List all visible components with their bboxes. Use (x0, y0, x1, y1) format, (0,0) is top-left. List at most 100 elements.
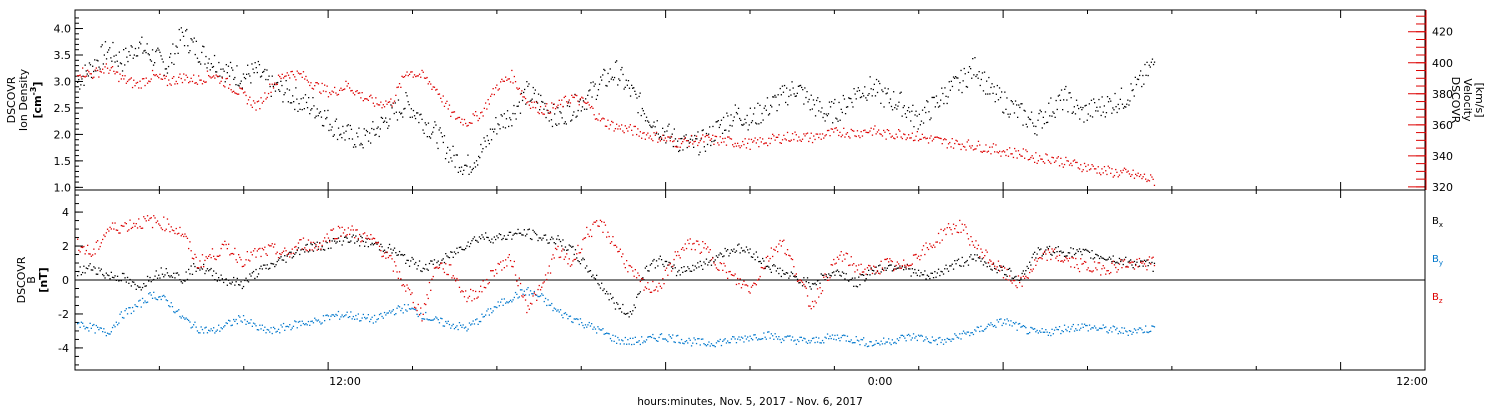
bx-point (354, 242, 356, 244)
by-point (262, 329, 265, 331)
bx-point (926, 274, 928, 276)
density-point (623, 88, 625, 90)
bx-point (755, 251, 757, 253)
by-point (660, 333, 663, 335)
by-point (478, 320, 481, 323)
density-point (437, 147, 439, 150)
bx-point (390, 248, 392, 250)
bx-point (951, 263, 953, 265)
bz-point (287, 252, 290, 254)
density-point (579, 99, 581, 101)
bx-point (942, 273, 945, 275)
velocity-point (917, 140, 920, 142)
by-point (1120, 332, 1122, 334)
bx-point (209, 269, 211, 271)
bz-point (487, 283, 489, 285)
by-point (951, 338, 953, 340)
bz-point (457, 279, 459, 281)
velocity-point (602, 117, 604, 119)
bx-point (806, 277, 809, 279)
velocity-point (325, 90, 327, 93)
density-point (1069, 92, 1071, 94)
velocity-point (906, 137, 908, 139)
velocity-point (159, 73, 161, 75)
bz-point (437, 267, 439, 269)
bz-point (260, 255, 262, 258)
bz-point (1015, 285, 1017, 287)
bz-point (199, 260, 201, 262)
density-point (474, 166, 477, 168)
bx-point (920, 272, 922, 274)
bx-point (1016, 279, 1018, 281)
by-point (566, 313, 568, 316)
density-point (634, 90, 636, 92)
velocity-point (154, 74, 156, 77)
bz-point (678, 254, 680, 257)
bz-point (735, 283, 738, 286)
density-point (86, 73, 88, 75)
velocity-point (614, 128, 617, 130)
by-point (386, 312, 388, 314)
bx-point (906, 263, 908, 266)
velocity-point (270, 91, 272, 93)
bz-point (1106, 270, 1108, 272)
velocity-point (962, 145, 965, 148)
by-point (688, 337, 690, 340)
density-point (444, 158, 447, 160)
density-point (439, 127, 441, 129)
density-point (1040, 111, 1042, 113)
velocity-point (836, 129, 839, 131)
velocity-point (764, 142, 766, 144)
density-point (960, 69, 962, 72)
bx-point (835, 270, 837, 272)
by-point (163, 294, 165, 297)
velocity-point (401, 75, 403, 77)
velocity-point (927, 142, 930, 144)
bx-point (1082, 248, 1084, 251)
bz-point (808, 305, 810, 307)
density-point (391, 107, 393, 109)
bx-point (466, 245, 468, 247)
density-point (779, 87, 781, 90)
bz-point (275, 253, 277, 255)
velocity-point (355, 90, 357, 93)
density-point (533, 92, 535, 95)
by-point (397, 305, 399, 307)
by-point (274, 328, 276, 330)
velocity-point (180, 77, 182, 80)
bz-point (339, 227, 341, 229)
velocity-point (944, 138, 946, 140)
density-point (644, 120, 647, 122)
density-point (324, 110, 326, 112)
by-point (364, 316, 366, 319)
bz-point (158, 223, 160, 225)
velocity-point (1002, 150, 1005, 152)
velocity-point (863, 129, 865, 132)
bx-point (869, 274, 871, 276)
velocity-point (788, 140, 790, 142)
by-point (649, 335, 651, 338)
by-point (1072, 323, 1074, 326)
velocity-point (493, 93, 495, 96)
velocity-point (627, 130, 629, 132)
velocity-point (211, 76, 214, 78)
by-point (325, 314, 327, 317)
density-point (600, 76, 602, 78)
by-point (225, 322, 227, 324)
bz-point (734, 273, 736, 275)
bx-point (664, 260, 666, 263)
by-point (450, 327, 452, 329)
bx-point (627, 312, 629, 314)
density-point (595, 98, 597, 100)
velocity-point (1067, 160, 1069, 162)
bx-point (264, 264, 266, 266)
velocity-point (568, 99, 570, 101)
bz-point (370, 234, 372, 236)
bz-point (458, 286, 461, 288)
bz-point (1152, 256, 1154, 258)
bx-point (289, 251, 291, 253)
density-point (158, 49, 160, 51)
bz-point (198, 267, 200, 269)
by-point (612, 334, 614, 336)
bz-point (644, 286, 646, 288)
